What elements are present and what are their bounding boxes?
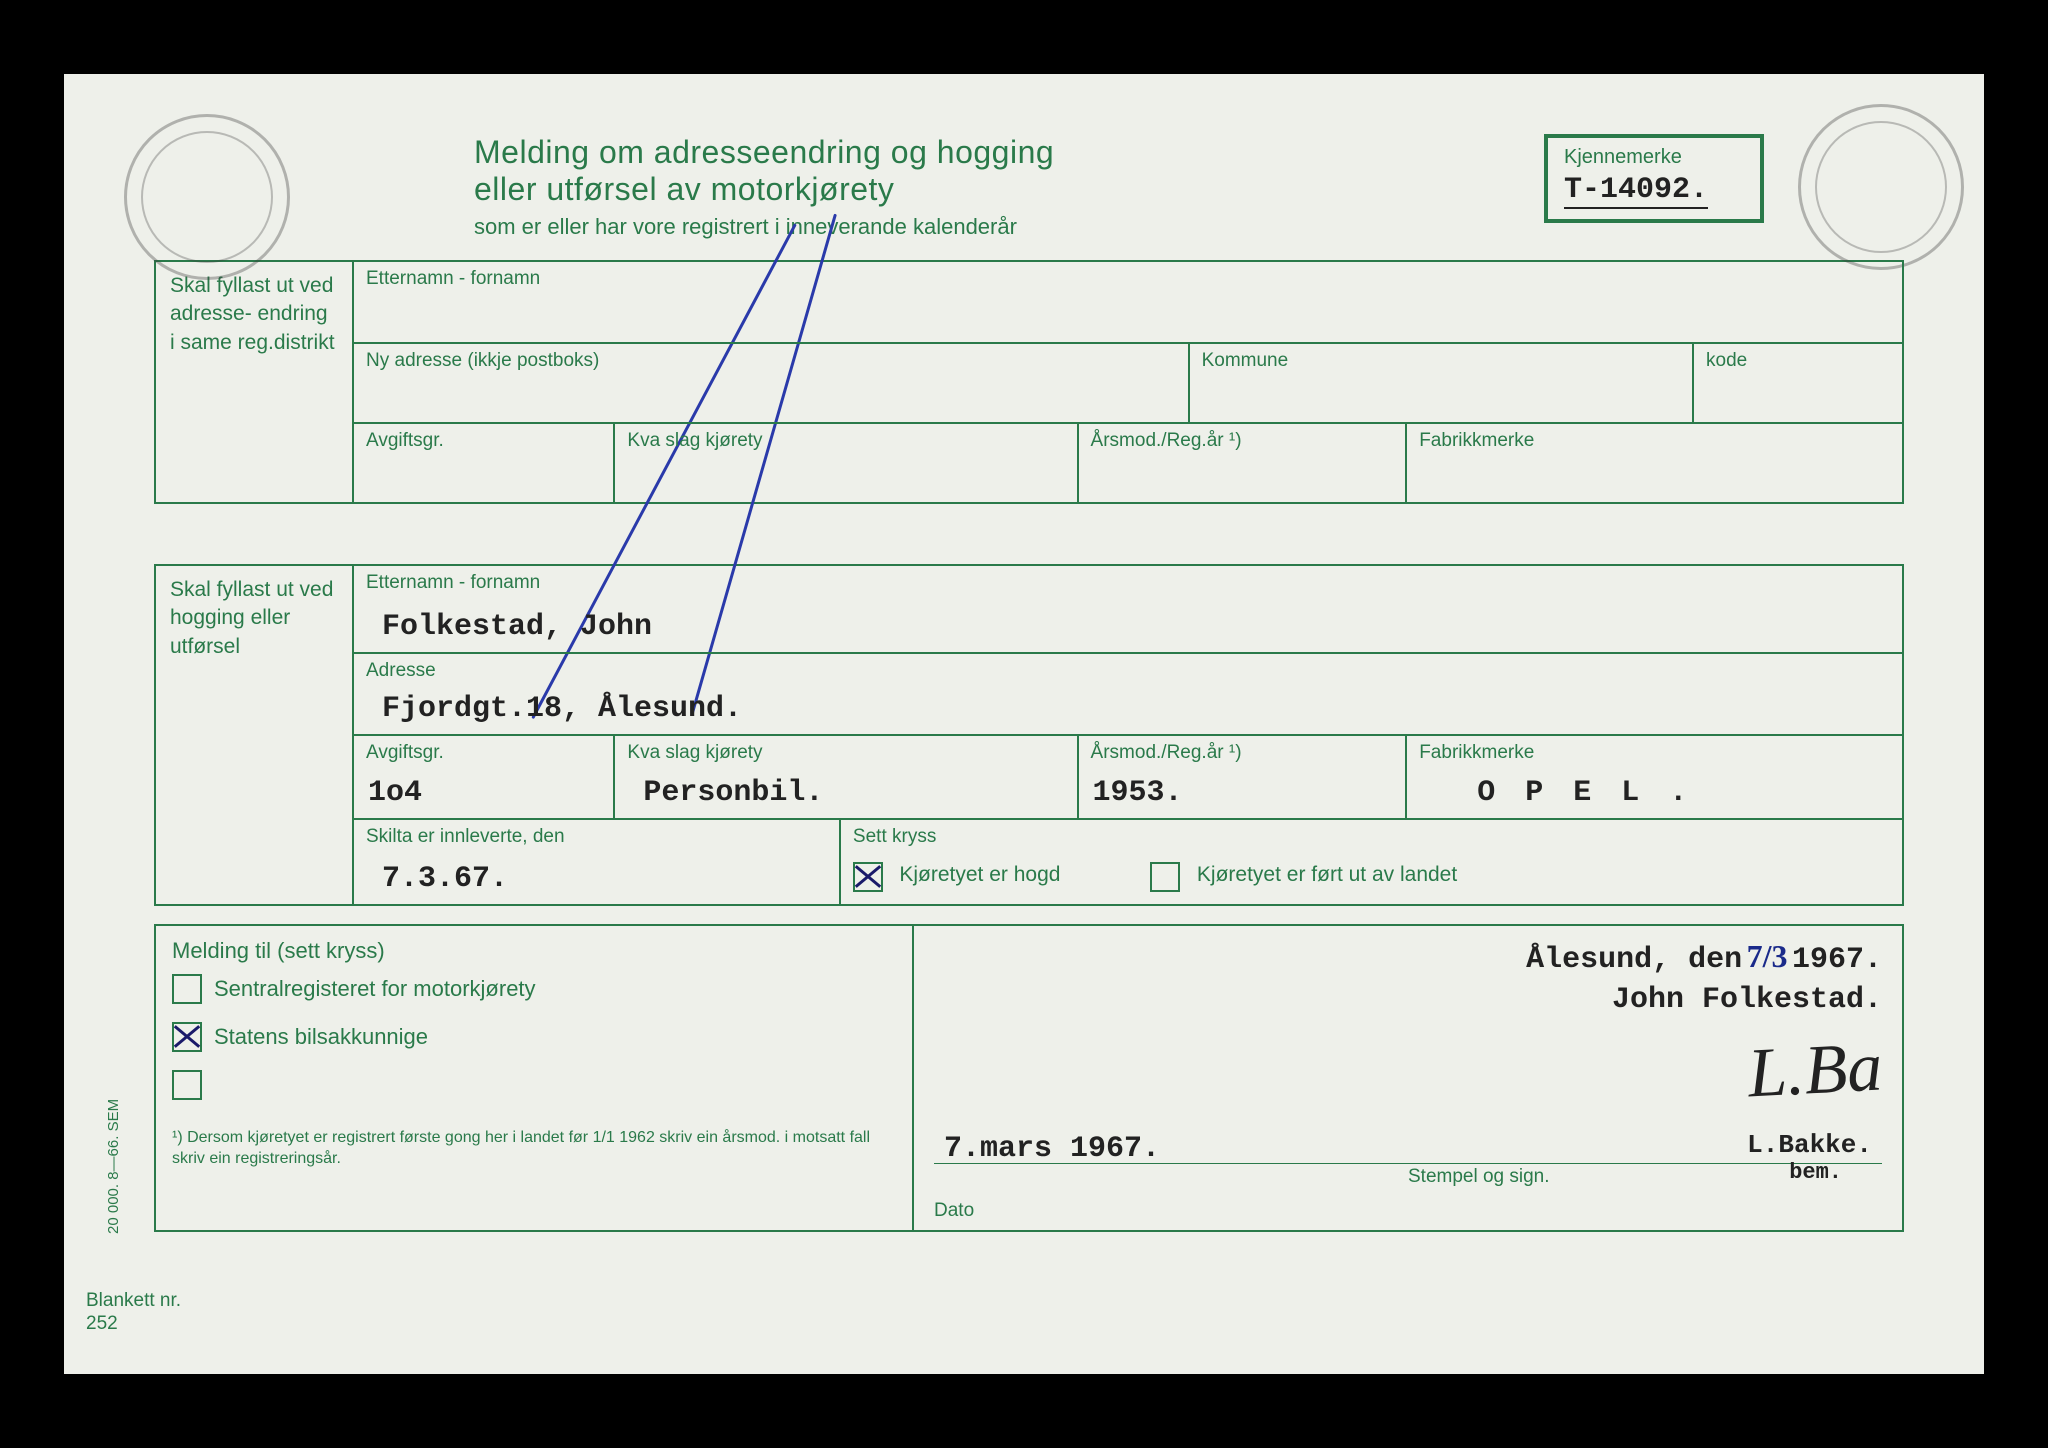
label-arsmod: Årsmod./Reg.år ¹) — [1091, 430, 1394, 452]
checkbox-sentralregister[interactable] — [172, 974, 202, 1004]
label-etternamn: Etternamn - fornamn — [366, 268, 1890, 290]
form-title-line1: Melding om adresseendring og hogging — [474, 134, 1544, 171]
footnote: ¹) Dersom kjøretyet er registrert første… — [172, 1128, 896, 1170]
stempel-label: Stempel og sign. — [1408, 1166, 1550, 1187]
hand-date: 7/3 — [1747, 938, 1788, 974]
blankett-value: 252 — [86, 1313, 118, 1334]
countersign-name: L.Bakke. — [1747, 1130, 1872, 1160]
signer-name: John Folkestad. — [934, 983, 1882, 1017]
checkbox-hogd-row: Kjøretyet er hogd — [853, 862, 1061, 892]
section-hogging: Skal fyllast ut ved hogging eller utførs… — [154, 564, 1904, 906]
label-ny-adresse: Ny adresse (ikkje postboks) — [366, 350, 1176, 372]
label-arsmod2: Årsmod./Reg.år ¹) — [1091, 742, 1394, 764]
kjennemerke-box: Kjennemerke T-14092. — [1544, 134, 1764, 223]
value-skilta-date: 7.3.67. — [382, 862, 508, 896]
postmark-stamp-1 — [124, 114, 290, 280]
blankett-nr: Blankett nr. 252 — [86, 1290, 181, 1336]
place-text: Ålesund, den — [1526, 943, 1742, 977]
form-title-line2: eller utførsel av motorkjørety — [474, 171, 1544, 208]
form-header: Melding om adresseendring og hogging ell… — [154, 134, 1904, 240]
kjennemerke-value: T-14092. — [1564, 173, 1708, 209]
signature-scrawl: L.Ba — [1746, 1040, 1883, 1103]
section-address-change: Skal fyllast ut ved adresse- endring i s… — [154, 260, 1904, 504]
value-adresse: Fjordgt.18, Ålesund. — [382, 692, 742, 726]
label-kva-slag: Kva slag kjørety — [627, 430, 1064, 452]
label-adresse2: Adresse — [366, 660, 1890, 682]
value-avgiftsgr: 1o4 — [368, 776, 422, 810]
value-kva-slag: Personbil. — [643, 776, 823, 810]
label-utlandet: Kjøretyet er ført ut av landet — [1197, 863, 1457, 886]
label-kva-slag2: Kva slag kjørety — [627, 742, 1064, 764]
label-avgiftsgr: Avgiftsgr. — [366, 430, 601, 452]
label-avgiftsgr2: Avgiftsgr. — [366, 742, 601, 764]
dato-label: Dato — [934, 1200, 974, 1221]
checkbox-hogd[interactable] — [853, 862, 883, 892]
section2-instruction: Skal fyllast ut ved hogging eller utførs… — [154, 566, 354, 904]
label-kommune: Kommune — [1202, 350, 1680, 372]
dato-value: 7.mars 1967. — [944, 1132, 1418, 1166]
label-skilta: Skilta er innleverte, den — [366, 826, 827, 848]
label-fabrikkmerke2: Fabrikkmerke — [1419, 742, 1890, 764]
year-text: 1967. — [1792, 943, 1882, 977]
form-document: Melding om adresseendring og hogging ell… — [64, 74, 1984, 1374]
value-fabrikkmerke: O P E L . — [1477, 776, 1693, 810]
print-code: 20 000. 8—66. SEM — [105, 1099, 122, 1234]
label-etternamn2: Etternamn - fornamn — [366, 572, 1890, 594]
label-statens: Statens bilsakkunnige — [214, 1024, 428, 1050]
countersign-note: bem. — [1789, 1160, 1842, 1185]
checkbox-sentralregister-row: Sentralregisteret for motorkjørety — [172, 974, 896, 1004]
checkbox-utlandet-row: Kjøretyet er ført ut av landet — [1150, 862, 1457, 892]
section-bottom: Melding til (sett kryss) Sentralregister… — [154, 924, 1904, 1232]
value-arsmod: 1953. — [1093, 776, 1183, 810]
label-fabrikkmerke: Fabrikkmerke — [1419, 430, 1890, 452]
section1-instruction: Skal fyllast ut ved adresse- endring i s… — [154, 262, 354, 502]
value-name: Folkestad, John — [382, 610, 652, 644]
checkbox-utlandet[interactable] — [1150, 862, 1180, 892]
checkbox-statens[interactable] — [172, 1022, 202, 1052]
label-sett-kryss: Sett kryss — [853, 826, 1890, 848]
label-hogd: Kjøretyet er hogd — [899, 863, 1060, 886]
label-sentralregister: Sentralregisteret for motorkjørety — [214, 976, 536, 1002]
label-kode: kode — [1706, 350, 1890, 372]
checkbox-blank-row — [172, 1070, 896, 1100]
kjennemerke-label: Kjennemerke — [1564, 146, 1682, 168]
blankett-label: Blankett nr. — [86, 1290, 181, 1311]
checkbox-blank[interactable] — [172, 1070, 202, 1100]
label-melding-til: Melding til (sett kryss) — [172, 938, 896, 964]
checkbox-statens-row: Statens bilsakkunnige — [172, 1022, 896, 1052]
form-subtitle: som er eller har vore registrert i innev… — [474, 214, 1544, 240]
